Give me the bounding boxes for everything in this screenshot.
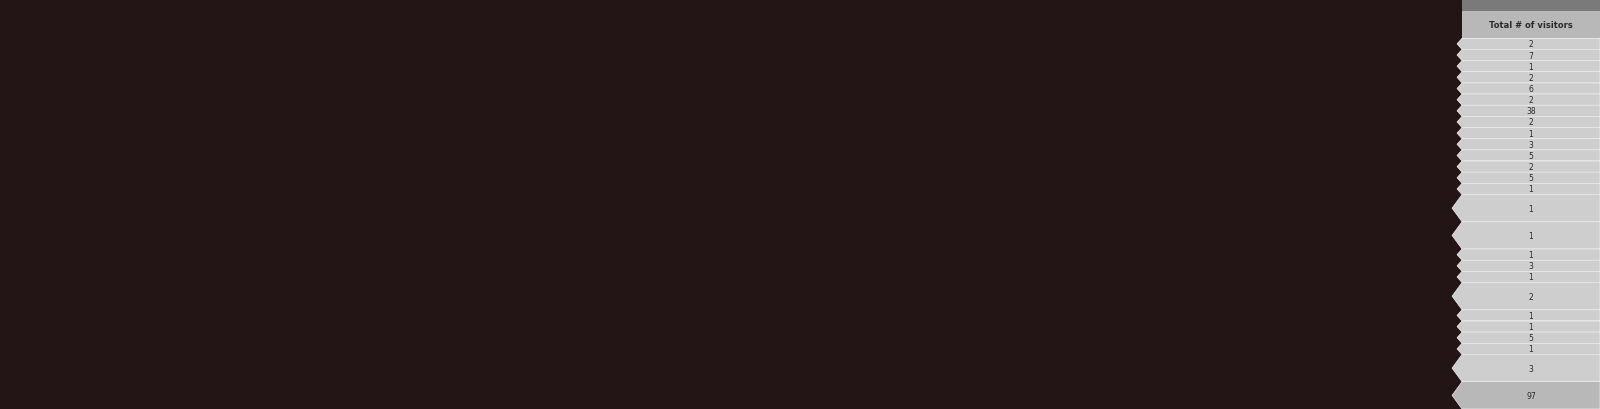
Text: 1: 1 [1528,185,1533,194]
Text: 1: 1 [1528,311,1533,320]
Polygon shape [1458,72,1600,84]
Text: 3: 3 [1528,262,1533,271]
Text: 1: 1 [1528,322,1533,331]
Text: 7: 7 [1528,52,1533,61]
Text: 2: 2 [1528,96,1533,105]
Text: 2: 2 [1528,118,1533,127]
Polygon shape [1458,39,1600,50]
Text: 1: 1 [1528,204,1533,213]
Polygon shape [1458,151,1600,162]
Text: 1: 1 [1528,273,1533,282]
Polygon shape [1458,95,1600,106]
Text: 6: 6 [1528,85,1533,94]
Polygon shape [1458,61,1600,72]
Text: 2: 2 [1528,40,1533,49]
Polygon shape [1458,310,1600,321]
Polygon shape [1458,117,1600,128]
Text: 1: 1 [1528,129,1533,138]
Polygon shape [1453,382,1600,409]
Text: 5: 5 [1528,333,1533,342]
Text: 1: 1 [1528,344,1533,353]
Polygon shape [1453,355,1600,382]
Text: 3: 3 [1528,364,1533,373]
Polygon shape [1458,106,1600,117]
Polygon shape [1453,283,1600,310]
Polygon shape [1458,261,1600,272]
Polygon shape [1453,222,1600,249]
Text: Total # of visitors: Total # of visitors [1490,21,1573,30]
Bar [1462,0,1600,12]
Polygon shape [1458,184,1600,195]
Polygon shape [1458,84,1600,95]
Polygon shape [1453,195,1600,222]
Text: 2: 2 [1528,74,1533,83]
Text: 2: 2 [1528,163,1533,172]
Polygon shape [1458,50,1600,61]
Text: 3: 3 [1528,140,1533,149]
Text: 2: 2 [1528,292,1533,301]
Polygon shape [1458,272,1600,283]
Polygon shape [1458,321,1600,333]
Polygon shape [1458,173,1600,184]
Text: 5: 5 [1528,174,1533,183]
Text: 1: 1 [1528,251,1533,259]
Text: 5: 5 [1528,152,1533,161]
Text: 97: 97 [1526,391,1536,400]
Polygon shape [1458,128,1600,139]
Polygon shape [1458,249,1600,261]
Polygon shape [1458,162,1600,173]
Polygon shape [1458,344,1600,355]
Polygon shape [1462,12,1600,39]
Polygon shape [1458,333,1600,344]
Text: 38: 38 [1526,107,1536,116]
Polygon shape [1458,139,1600,151]
Text: 1: 1 [1528,63,1533,72]
Text: 1: 1 [1528,231,1533,240]
